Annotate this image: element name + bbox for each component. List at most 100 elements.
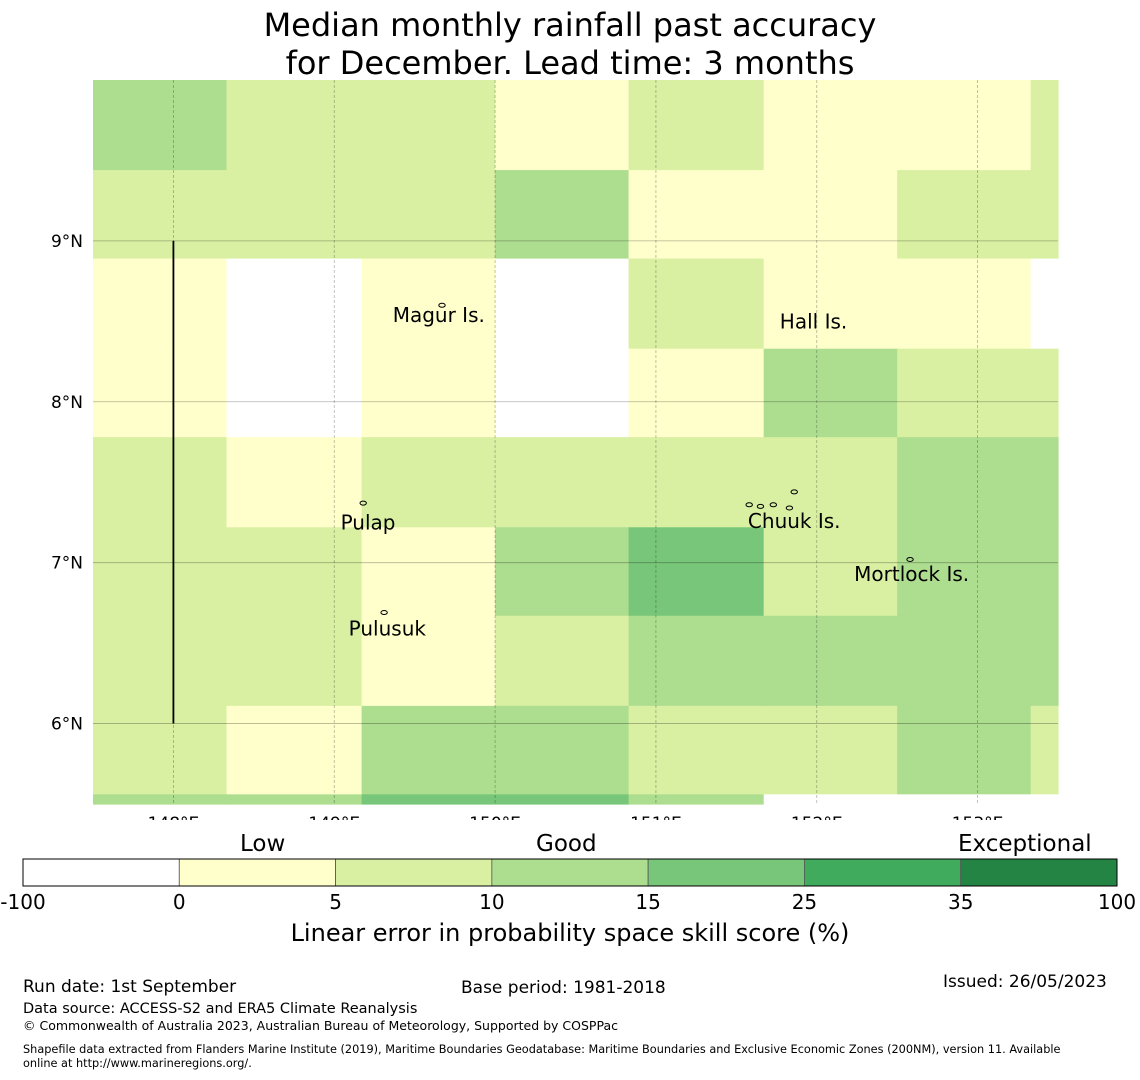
run-date: Run date: 1st September [23, 977, 237, 997]
copyright: © Commonwealth of Australia 2023, Austra… [23, 1018, 618, 1033]
grid-cell [226, 258, 363, 350]
colorbar-tick-label: 10 [479, 890, 505, 914]
colorbar-segment [22, 858, 180, 887]
grid-cell [361, 258, 496, 350]
grid-cell [226, 527, 363, 617]
grid-cell [93, 615, 228, 707]
grid-cell [495, 170, 630, 260]
grid-cell [897, 705, 1032, 795]
grid-cell [628, 348, 765, 438]
grid-cell [495, 80, 630, 171]
colorbar-frame [22, 858, 1118, 887]
grid-cell [628, 794, 765, 805]
island-outline [785, 505, 794, 511]
grid-cell [628, 527, 765, 617]
grid-cell [495, 437, 630, 528]
place-label: Pulap [341, 511, 396, 535]
grid-cell [93, 705, 228, 795]
shapefile-credit-line-1: Shapefile data extracted from Flanders M… [23, 1043, 1061, 1056]
colorbar-segment [960, 858, 1118, 887]
grid-cell [897, 794, 1032, 805]
grid-cell [495, 348, 630, 438]
grid-cell [628, 615, 765, 707]
grid-cell [495, 794, 630, 805]
map-title-line-1: Median monthly rainfall past accuracy [263, 6, 877, 44]
grid-cell [897, 348, 1032, 438]
colorbar-tick-label: 25 [791, 890, 818, 914]
grid-cell [1030, 527, 1059, 617]
grid-cell [763, 80, 898, 171]
grid-cell [361, 80, 496, 171]
grid-cell [226, 170, 363, 260]
grid-cell [763, 705, 898, 795]
island-outline [359, 500, 367, 506]
colorbar-label: Linear error in probability space skill … [290, 919, 850, 947]
grid-cell [93, 794, 228, 805]
colorbar-tick-label: 15 [635, 890, 661, 914]
grid-cell [628, 80, 765, 171]
grid-cell [897, 527, 1032, 617]
map-title: Median monthly rainfall past accuracy fo… [0, 6, 1140, 82]
base-period: Base period: 1981-2018 [461, 978, 666, 998]
grid-cell [897, 170, 1032, 260]
colorbar-segment [178, 858, 336, 887]
grid-cell [897, 615, 1032, 707]
island-outline [745, 502, 753, 508]
place-label: Chuuk Is. [748, 509, 841, 533]
colorbar-tick-label: 0 [172, 890, 186, 914]
grid-cell [763, 258, 898, 350]
grid-cell [361, 615, 496, 707]
grid-cell [897, 437, 1032, 528]
colorbar-segment [804, 858, 962, 887]
colorbar-segment [647, 858, 805, 887]
grid-cell [763, 437, 898, 528]
place-label: Pulusuk [349, 617, 427, 641]
grid-cell [226, 80, 363, 171]
grid-cell [628, 170, 765, 260]
island-outline [756, 503, 765, 509]
issued-date: Issued: 26/05/2023 [943, 972, 1107, 992]
grid-cell [1030, 348, 1059, 438]
category-good: Good [536, 831, 597, 857]
lat-tick-label: 6°N [51, 715, 83, 735]
colorbar-tick-label: 5 [329, 890, 342, 914]
grid-cell [1030, 170, 1059, 260]
grid-cell [763, 527, 898, 617]
grid-cell [628, 705, 765, 795]
grid-cell [361, 348, 496, 438]
grid-cell [93, 348, 228, 438]
data-source: Data source: ACCESS-S2 and ERA5 Climate … [23, 1001, 418, 1017]
grid-cell [361, 437, 496, 528]
grid-cell [1030, 437, 1059, 528]
grid-cell [763, 615, 898, 707]
grid-cell [897, 80, 1032, 171]
colorbar-tick-label: 35 [947, 890, 974, 914]
grid-cell [628, 258, 765, 350]
grid-cell [495, 705, 630, 795]
lat-tick-label: 8°N [51, 393, 83, 413]
grid-cell [93, 80, 228, 171]
lon-tick-label: 151°E [630, 814, 682, 820]
grid-cell [226, 615, 363, 707]
lon-tick-label: 152°E [791, 814, 843, 820]
category-low: Low [240, 831, 286, 857]
colorbar [22, 858, 1118, 887]
grid-cell [628, 437, 765, 528]
grid-cell [495, 258, 630, 350]
grid-cell [226, 437, 363, 528]
place-label: Mortlock Is. [854, 562, 969, 586]
skill-score-map: Magur Is. Hall Is. Pulap Chuuk Is. Mortlock … [51, 80, 1059, 820]
lon-tick-label: 150°E [469, 814, 521, 820]
grid-cell [1030, 615, 1059, 707]
map-title-line-2: for December. Lead time: 3 months [285, 44, 855, 82]
grid-cell [361, 170, 496, 260]
grid-cell [93, 258, 228, 350]
grid-cell [361, 527, 496, 617]
island-outline [380, 610, 388, 616]
grid-cell [226, 705, 363, 795]
lat-tick-label: 7°N [51, 554, 83, 574]
colorbar-segment [491, 858, 649, 887]
colorbar-segment [335, 858, 493, 887]
shapefile-credit-line-2: online at http://www.marineregions.org/. [23, 1057, 252, 1070]
grid-cell [763, 794, 898, 805]
